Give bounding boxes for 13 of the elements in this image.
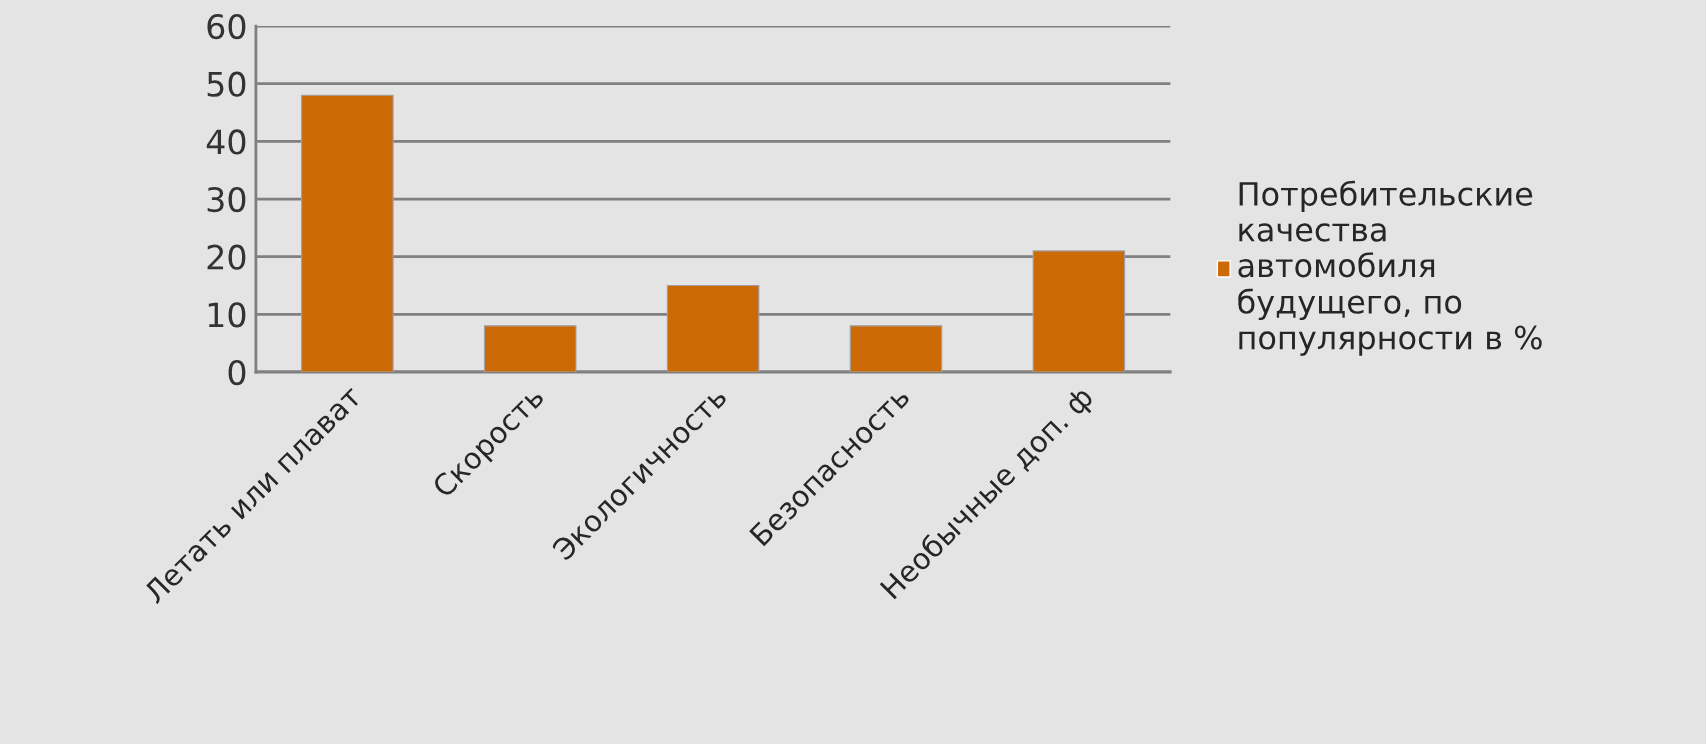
legend-label: Потребительские качества автомобиля будущего, по популярности в % xyxy=(1238,180,1542,356)
bar xyxy=(849,325,943,372)
y-tick-label: 0 xyxy=(228,359,246,386)
y-tick-label: 50 xyxy=(207,71,246,97)
y-tick-label: 30 xyxy=(207,186,246,213)
y-tick-label: 60 xyxy=(207,13,246,40)
bar xyxy=(1032,250,1126,372)
bar xyxy=(666,284,760,372)
bar xyxy=(301,94,394,372)
y-tick-label: 40 xyxy=(206,129,246,155)
bar xyxy=(483,325,577,372)
y-tick-label: 10 xyxy=(208,302,246,328)
y-tick-label: 20 xyxy=(207,244,246,270)
